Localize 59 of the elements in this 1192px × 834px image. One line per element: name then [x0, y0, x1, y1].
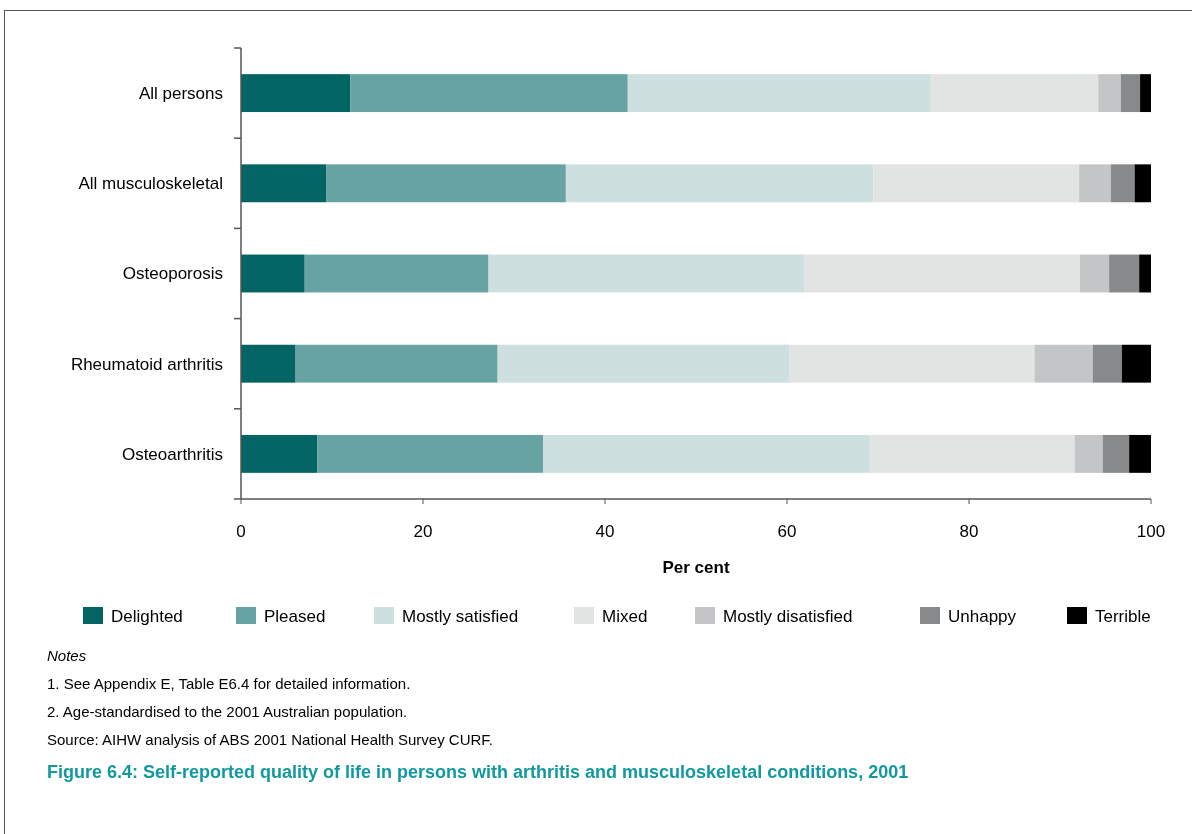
- bar: [1109, 254, 1140, 293]
- y-tick-label: Osteoporosis: [122, 264, 223, 284]
- legend-label: Delighted: [111, 606, 183, 626]
- bar: [241, 434, 318, 473]
- bar: [1121, 344, 1151, 383]
- bar: [241, 164, 327, 203]
- bar: [1134, 164, 1151, 203]
- legend-label: Mostly disatisfied: [723, 606, 853, 626]
- bar: [930, 74, 1099, 113]
- y-tick-label: Osteoarthritis: [121, 444, 223, 464]
- bar: [497, 344, 790, 383]
- legend-label: Pleased: [264, 606, 326, 626]
- bar: [241, 254, 305, 293]
- bar: [317, 434, 544, 473]
- x-tick-label: 20: [413, 522, 433, 541]
- text: 1. See Appendix E, Table E6.4 for detailed information.: [47, 675, 411, 692]
- bar: [869, 434, 1075, 473]
- bar: [804, 254, 1081, 293]
- source-note: Source: AIHW analysis of ABS 2001 National Health Survey CURF.: [47, 731, 494, 748]
- bar: [350, 74, 628, 113]
- x-axis-title: Per cent: [662, 558, 730, 577]
- bar: [1140, 74, 1151, 113]
- bar: [488, 254, 805, 293]
- x-tick-label: 100: [1136, 522, 1166, 541]
- bar: [1110, 164, 1135, 203]
- bar: [543, 434, 870, 473]
- legend-label: Mixed: [602, 606, 648, 626]
- x-tick-label: 40: [595, 522, 615, 541]
- x-tick-label: 60: [777, 522, 797, 541]
- bar: [1120, 74, 1141, 113]
- bar: [1080, 254, 1110, 293]
- bar: [304, 254, 489, 293]
- bar: [241, 344, 296, 383]
- legend-label: Terrible: [1095, 606, 1151, 626]
- bar: [627, 74, 931, 113]
- text: Notes: [47, 647, 87, 664]
- x-tick-label: 80: [959, 522, 979, 541]
- text: Figure 6.4: Self-reported quality of life in persons with arthritis and musculoskeletal conditions, 2001: [47, 762, 909, 782]
- y-tick-label: All musculoskeletal: [78, 174, 223, 194]
- y-tick-label: Rheumatoid arthritis: [70, 354, 223, 374]
- bar: [295, 344, 498, 383]
- x-tick-label: 0: [236, 522, 246, 541]
- text: 2. Age-standardised to the 2001 Australian population.: [47, 703, 408, 720]
- bar: [1034, 344, 1093, 383]
- y-tick-label: All persons: [138, 84, 223, 104]
- bar: [1102, 434, 1130, 473]
- bar: [326, 164, 566, 203]
- bar: [1129, 434, 1151, 473]
- bar: [241, 74, 351, 113]
- bar: [1074, 434, 1103, 473]
- bar: [1079, 164, 1111, 203]
- bar: [873, 164, 1080, 203]
- legend-label: Mostly satisfied: [402, 606, 519, 626]
- legend-label: Unhappy: [948, 606, 1017, 626]
- bar: [1098, 74, 1121, 113]
- bar: [565, 164, 874, 203]
- bar: [1139, 254, 1151, 293]
- bar: [1092, 344, 1122, 383]
- bar: [789, 344, 1035, 383]
